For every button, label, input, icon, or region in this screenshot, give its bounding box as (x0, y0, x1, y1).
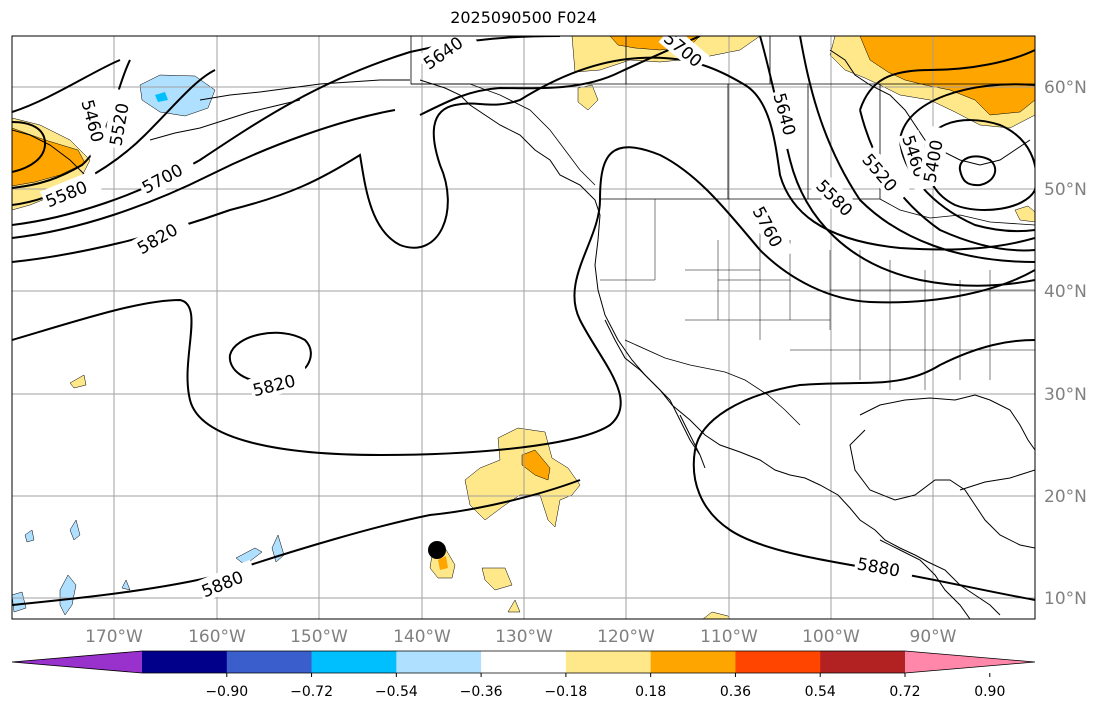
colorbar-tick-label: −0.36 (460, 684, 503, 700)
anomaly-area-small-4 (702, 611, 731, 619)
lon-label-90w: 90°W (910, 627, 957, 647)
colorbar-segment (481, 651, 567, 673)
anomaly-area-wpac-7 (24, 529, 35, 543)
coast-baja (604, 319, 706, 469)
contour-5760 (12, 56, 1035, 263)
colorbar-tick-label: 0.54 (805, 684, 836, 700)
colorbar-tick-label: −0.90 (205, 684, 248, 700)
coast-gulf-north (859, 394, 976, 416)
coast-aleutians (149, 99, 301, 141)
storm-marker (428, 541, 446, 559)
anomaly-area-wpac-5 (69, 519, 81, 541)
anomaly-area-hawaii-core (438, 556, 448, 570)
map-frame (11, 35, 1036, 620)
anomaly-area-small-1 (577, 84, 599, 111)
anomaly-area-subtropic-core (521, 449, 551, 481)
anomaly-area-great-lakes (1014, 205, 1035, 223)
coast-gulf-of-mexico (849, 429, 1035, 549)
colorbar-tick-label: 0.72 (889, 684, 920, 700)
anomaly-area-wpac-2 (12, 591, 27, 613)
anomaly-area-hawaii-east (481, 567, 513, 591)
coast-central-america (879, 539, 971, 619)
contour-5400-outer (923, 119, 1035, 211)
anomaly-area-subtropic (464, 427, 581, 528)
border-usa-mexico (624, 339, 801, 426)
colorbar-extend-low (12, 651, 142, 673)
colorbar-extend-high (905, 651, 1035, 673)
colorbar-tick-label: −0.18 (544, 684, 587, 700)
latitude-labels: 60°N 50°N 40°N 30°N 20°N 10°N (1044, 78, 1087, 609)
anomaly-area-siberia-core (12, 127, 86, 187)
colorbar-tick-label: −0.54 (375, 684, 418, 700)
height-contours (12, 36, 1035, 606)
anomaly-area-wpac-3 (235, 547, 263, 566)
colorbar-segment (650, 651, 736, 673)
lon-label-120w: 120°W (597, 627, 655, 647)
coast-alaska (199, 79, 410, 101)
colorbar-tick-label: 0.90 (974, 684, 1005, 700)
coast-hudson-bay (829, 49, 1031, 166)
colorbar-segment (396, 651, 482, 673)
colorbar-outline (11, 650, 1036, 674)
graticule (12, 36, 1035, 619)
lon-label-130w: 130°W (495, 627, 553, 647)
colorbar-segment (311, 651, 397, 673)
lat-label-40: 40°N (1044, 282, 1087, 302)
contour-5880 (12, 339, 1035, 606)
lat-label-60: 60°N (1044, 78, 1087, 98)
lat-label-10: 10°N (1044, 589, 1087, 609)
lon-label-140w: 140°W (393, 627, 451, 647)
anomaly-area-small-2 (69, 374, 87, 389)
colorbar-segment (142, 651, 228, 673)
lon-label-100w: 100°W (802, 627, 860, 647)
contour-5820-outer (12, 146, 1035, 457)
map-title: 2025090500 F024 (450, 8, 597, 27)
anomaly-area-bering (139, 74, 216, 117)
anomaly-area-wpac-6 (121, 579, 131, 591)
lat-label-50: 50°N (1044, 180, 1087, 200)
contour-5820-inner (228, 331, 312, 384)
lon-label-170w: 170°W (85, 627, 143, 647)
anomaly-area-canada-core (859, 36, 1035, 116)
colorbar-segment (565, 651, 652, 673)
lon-label-160w: 160°W (188, 627, 246, 647)
border-us-states (600, 199, 1035, 390)
anomaly-area-bering-core (155, 92, 168, 102)
colorbar: −0.90 −0.72 −0.54 −0.36 −0.18 0.18 0.36 0.54 0.7… (11, 650, 1036, 700)
longitude-labels: 170°W 160°W 150°W 140°W 130°W 120°W 110°… (85, 627, 957, 647)
coast-florida (974, 394, 1035, 451)
coast-cuba (959, 469, 1035, 491)
colorbar-segment (735, 651, 821, 673)
contour-5520-west (12, 59, 131, 189)
anomaly-area-wpac-1 (59, 574, 77, 616)
lat-label-30: 30°N (1044, 385, 1087, 405)
lon-label-110w: 110°W (700, 627, 758, 647)
anomaly-area-small-3 (507, 599, 521, 613)
contour-5580-east (799, 36, 1035, 263)
border-canada-provinces (411, 36, 1035, 199)
colorbar-segment (226, 651, 313, 673)
coast-north-america (419, 79, 1001, 616)
colorbar-tick-label: −0.72 (290, 684, 333, 700)
coastlines (12, 49, 1035, 619)
colorbar-tick-label: 0.36 (720, 684, 751, 700)
coast-siberia (12, 129, 86, 176)
lat-label-20: 20°N (1044, 487, 1087, 507)
contour-5460-west (12, 121, 47, 173)
contour-5400-low (958, 155, 997, 187)
border-canada-usa-east (879, 198, 1035, 226)
contour-5520-east (859, 49, 1035, 252)
lon-label-150w: 150°W (290, 627, 348, 647)
colorbar-segment (820, 651, 906, 673)
contour-5700 (12, 36, 701, 239)
contour-5640-north (12, 36, 561, 226)
colorbar-tick-label: 0.18 (635, 684, 666, 700)
